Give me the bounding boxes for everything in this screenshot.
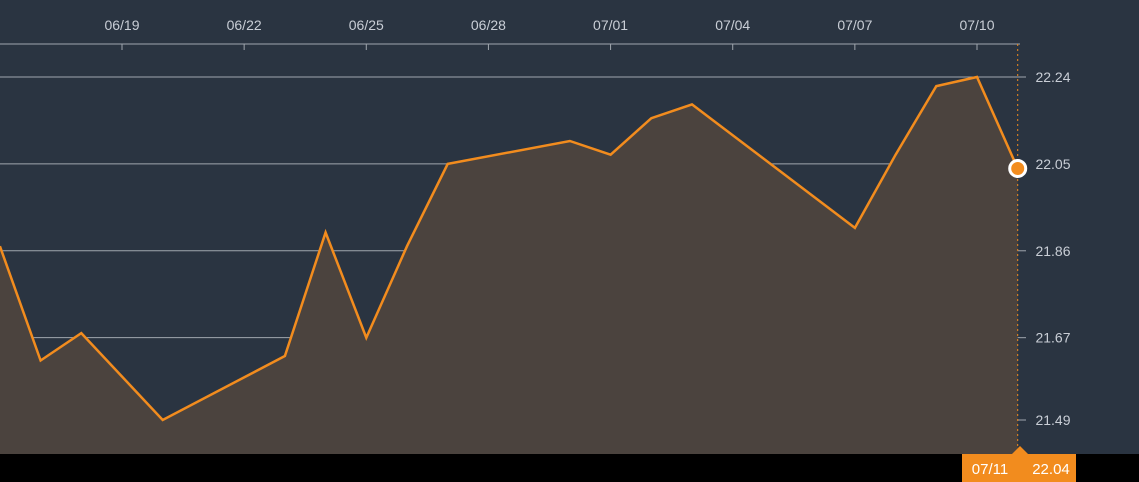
y-tick-label: 21.86 xyxy=(1035,243,1070,259)
y-tick-label: 21.67 xyxy=(1035,330,1070,346)
current-value-badge: 07/11 22.04 xyxy=(962,446,1076,482)
series-line xyxy=(0,75,1019,422)
current-point-marker xyxy=(1008,158,1028,178)
badge-value: 22.04 xyxy=(1032,461,1070,478)
x-tick-label: 06/22 xyxy=(227,17,262,33)
y-tick-label: 22.05 xyxy=(1035,156,1070,172)
x-tick-label: 06/25 xyxy=(349,17,384,33)
x-tick-label: 07/04 xyxy=(715,17,750,33)
footer-bar xyxy=(0,454,1139,482)
series-area xyxy=(0,77,1018,454)
badge-date: 07/11 xyxy=(972,461,1008,478)
x-tick-label: 06/28 xyxy=(471,17,506,33)
x-tick-label: 07/01 xyxy=(593,17,628,33)
y-tick-label: 22.24 xyxy=(1035,69,1070,85)
x-tick-label: 06/19 xyxy=(104,17,139,33)
badge-background xyxy=(962,454,1076,482)
y-tick-label: 21.49 xyxy=(1035,412,1070,428)
x-tick-label: 07/10 xyxy=(959,17,994,33)
top-axis: 06/19 06/22 06/25 06/28 07/01 07/04 07/07 07/10 xyxy=(0,17,1020,50)
cursor-layer xyxy=(1008,44,1028,446)
right-axis: 22.24 22.05 21.86 21.67 21.49 xyxy=(1020,69,1071,428)
area-layer xyxy=(0,75,1019,454)
badge-pointer xyxy=(1012,446,1028,454)
x-tick-label: 07/07 xyxy=(837,17,872,33)
